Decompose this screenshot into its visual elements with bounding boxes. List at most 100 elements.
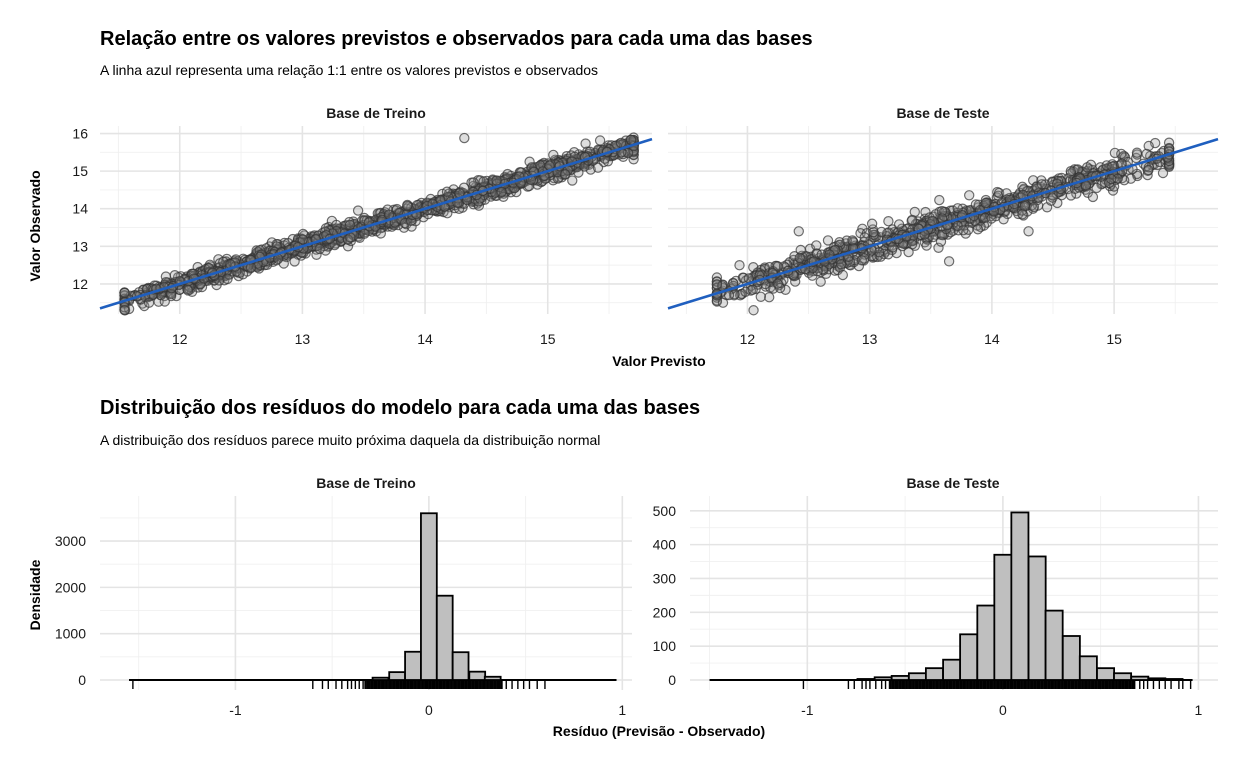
data-point (119, 287, 130, 299)
x-tick-label: 0 (425, 702, 433, 718)
x-tick-label: 1 (618, 702, 626, 718)
data-point (836, 259, 847, 270)
data-point (868, 227, 879, 238)
data-point (592, 162, 604, 173)
data-point (927, 215, 938, 227)
histogram-bar (856, 678, 876, 681)
data-point (1065, 165, 1077, 177)
data-point (734, 260, 745, 271)
histogram-bar (959, 633, 979, 681)
y-tick-label: 100 (653, 638, 677, 654)
data-point (935, 236, 947, 247)
histogram-panel-treino: Base de Treino -1 0 1 0 1000 2000 3000 (55, 475, 632, 718)
data-point (1017, 209, 1028, 220)
data-point (468, 177, 479, 188)
data-point (887, 242, 898, 253)
y-tick-label: 200 (653, 604, 677, 620)
data-point (747, 284, 758, 295)
histogram-bar (1096, 667, 1116, 681)
y-tick-label: 15 (72, 163, 88, 179)
data-point (1028, 201, 1040, 213)
x-tick-label: 13 (862, 331, 878, 347)
data-point (964, 190, 975, 201)
data-point (907, 214, 918, 226)
y-tick-label: 1000 (55, 626, 86, 642)
y-axis-label: Densidade (27, 559, 43, 630)
data-point (903, 246, 914, 258)
histogram-bar (890, 675, 910, 681)
data-point (143, 297, 155, 308)
histogram-bar (873, 676, 893, 681)
x-tick-label: -1 (801, 702, 814, 718)
facet-label: Base de Teste (896, 105, 989, 121)
data-point (1157, 167, 1169, 179)
data-point (943, 256, 955, 267)
y-tick-label: 14 (72, 201, 88, 217)
data-point (459, 132, 470, 144)
gridlines (100, 496, 632, 690)
data-point (711, 279, 723, 290)
y-tick-label: 13 (72, 238, 88, 254)
facet-label: Base de Treino (316, 475, 416, 491)
histogram-bar (942, 658, 962, 681)
histogram-bar (451, 651, 470, 681)
y-tick-label: 0 (78, 672, 86, 688)
data-point (567, 175, 578, 186)
x-tick-label: 12 (172, 331, 188, 347)
x-tick-label: 14 (984, 331, 1000, 347)
data-point (615, 137, 627, 149)
data-point (958, 224, 969, 236)
data-point (119, 305, 130, 316)
facet-label: Base de Teste (906, 475, 999, 491)
histogram-bar (483, 675, 502, 681)
data-point (856, 255, 868, 266)
data-point (182, 285, 194, 296)
data-point (1087, 191, 1099, 203)
data-point (998, 214, 1009, 225)
histogram-bar (371, 676, 390, 681)
x-tick-label: 1 (1195, 702, 1203, 718)
histogram-bar (420, 512, 438, 681)
section2-title: Distribuição dos resíduos do modelo para… (100, 397, 700, 419)
data-point (972, 224, 984, 235)
facet-label: Base de Treino (326, 105, 426, 121)
data-point (837, 269, 849, 281)
y-tick-label: 3000 (55, 533, 86, 549)
x-tick-label: 12 (740, 331, 756, 347)
x-tick-label: 0 (999, 702, 1007, 718)
histogram-bar (1044, 609, 1064, 681)
x-tick-label: 13 (295, 331, 311, 347)
data-point (859, 232, 870, 243)
histogram-bar (907, 672, 927, 681)
data-point (1141, 148, 1152, 160)
bars (856, 511, 1184, 681)
data-point (491, 175, 502, 186)
x-tick-label: 14 (417, 331, 433, 347)
data-point (1023, 226, 1034, 237)
scatter-panel-teste: Base de Teste 12 13 14 15 (667, 105, 1219, 347)
data-point (772, 278, 783, 289)
reference-line (99, 137, 653, 310)
histogram-bar (1027, 555, 1047, 681)
y-tick-label: 12 (72, 276, 88, 292)
x-tick-label: -1 (229, 702, 242, 718)
y-tick-label: 0 (668, 672, 676, 688)
section1-title: Relação entre os valores previstos e obs… (100, 28, 813, 50)
data-point (314, 243, 325, 255)
data-point (893, 219, 905, 230)
data-point (921, 240, 932, 251)
data-point (748, 305, 759, 316)
data-point (345, 232, 356, 243)
section1-subtitle: A linha azul representa uma relação 1:1 … (100, 62, 598, 78)
data-point (1082, 162, 1093, 173)
data-point (1131, 147, 1143, 158)
x-axis-label: Resíduo (Previsão - Observado) (553, 723, 765, 739)
histogram-bar (976, 604, 996, 681)
data-point (344, 219, 356, 231)
y-tick-label: 500 (653, 503, 677, 519)
x-tick-label: 15 (1106, 331, 1122, 347)
histogram-bar (1078, 655, 1098, 681)
data-point (934, 194, 945, 206)
data-point (548, 149, 559, 161)
